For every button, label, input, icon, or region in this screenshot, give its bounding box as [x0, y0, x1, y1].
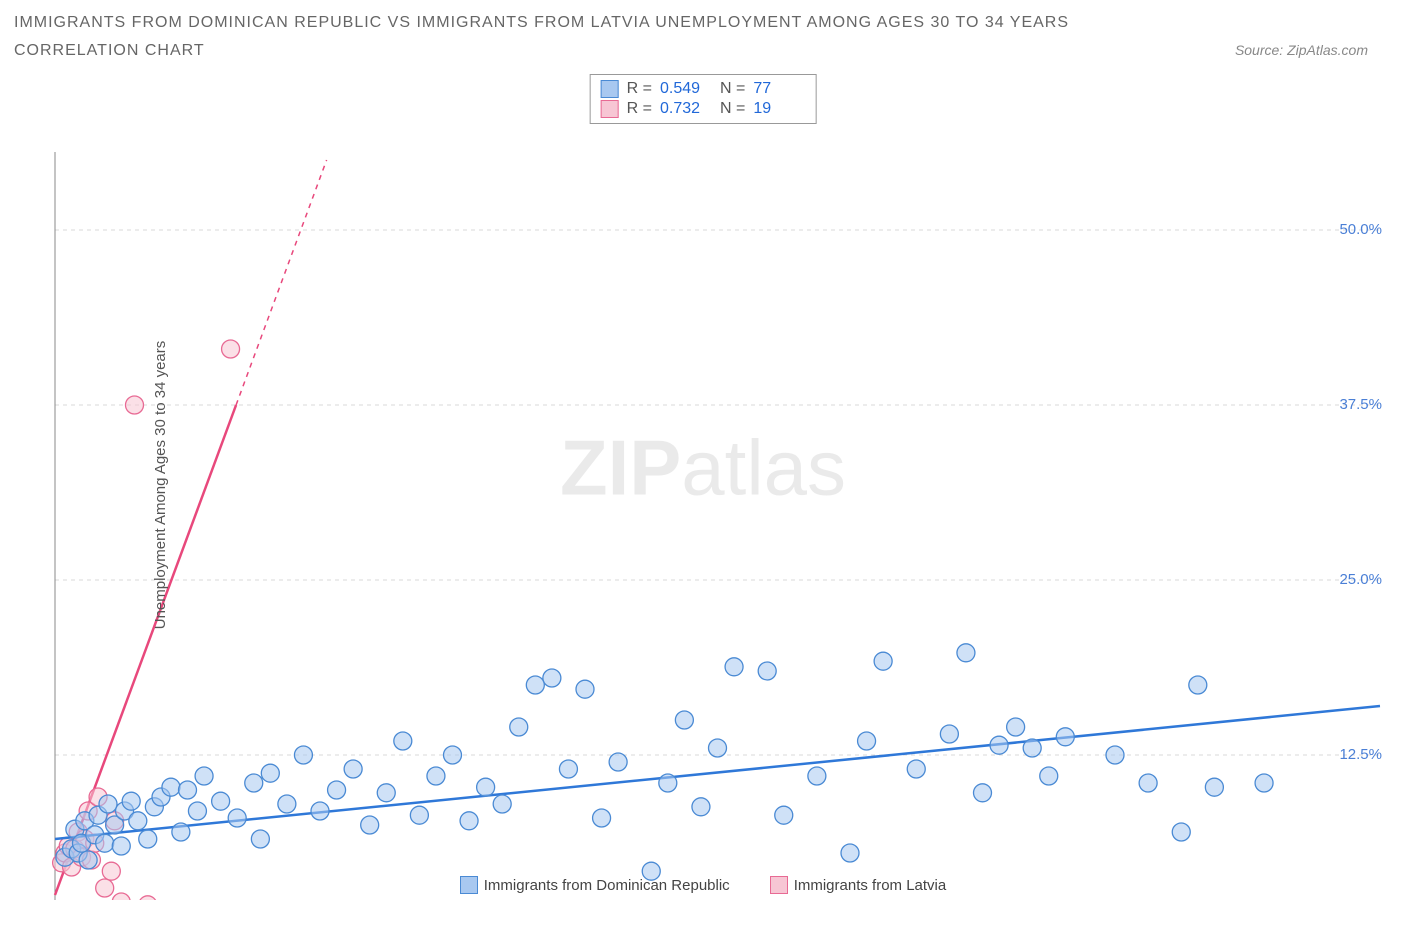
page-title-line2: CORRELATION CHART: [14, 42, 205, 60]
legend-label: Immigrants from Latvia: [794, 877, 947, 894]
stats-legend-box: R = 0.549 N = 77 R = 0.732 N = 19: [590, 74, 817, 124]
chart-container: Unemployment Among Ages 30 to 34 years Z…: [0, 70, 1406, 900]
stat-N-value: 77: [753, 80, 805, 98]
stat-N-label: N =: [720, 100, 745, 118]
source-label: Source: ZipAtlas.com: [1235, 42, 1392, 58]
y-tick-label: 12.5%: [1339, 746, 1382, 763]
legend-bottom: Immigrants from Dominican Republic Immigr…: [0, 876, 1406, 894]
page-title-line1: IMMIGRANTS FROM DOMINICAN REPUBLIC VS IM…: [14, 14, 1392, 32]
y-tick-label: 25.0%: [1339, 571, 1382, 588]
legend-item: Immigrants from Dominican Republic: [460, 876, 730, 894]
legend-label: Immigrants from Dominican Republic: [484, 877, 730, 894]
y-tick-label: 37.5%: [1339, 396, 1382, 413]
y-tick-label: 50.0%: [1339, 221, 1382, 238]
stat-R-value: 0.549: [660, 80, 712, 98]
legend-swatch: [601, 80, 619, 98]
scatter-chart: [0, 70, 1406, 900]
stat-R-label: R =: [627, 100, 652, 118]
stat-N-label: N =: [720, 80, 745, 98]
stat-R-value: 0.732: [660, 100, 712, 118]
stat-N-value: 19: [753, 100, 805, 118]
y-axis-label: Unemployment Among Ages 30 to 34 years: [152, 341, 169, 630]
stats-row-lv: R = 0.732 N = 19: [591, 99, 816, 119]
legend-swatch: [770, 876, 788, 894]
legend-item: Immigrants from Latvia: [770, 876, 947, 894]
stats-row-dr: R = 0.549 N = 77: [591, 79, 816, 99]
stat-R-label: R =: [627, 80, 652, 98]
legend-swatch: [601, 100, 619, 118]
legend-swatch: [460, 876, 478, 894]
